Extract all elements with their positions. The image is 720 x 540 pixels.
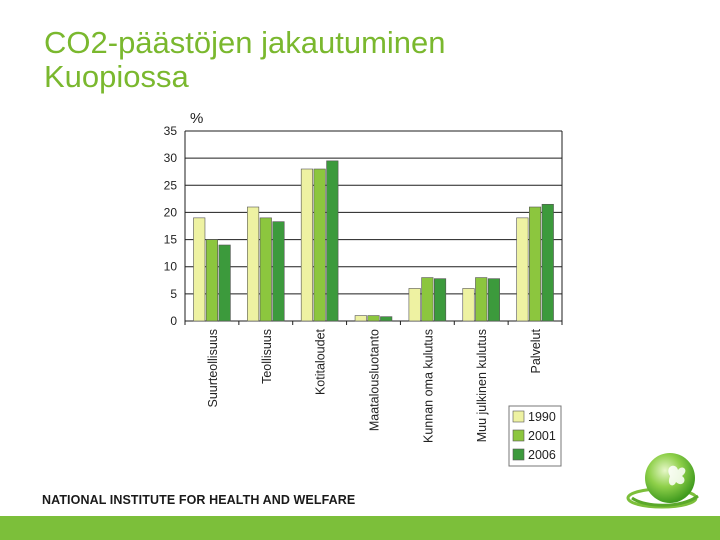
y-tick-label: 30 bbox=[164, 151, 178, 165]
x-tick-label: Palvelut bbox=[529, 328, 543, 373]
bar bbox=[367, 315, 380, 322]
bar bbox=[247, 206, 260, 322]
legend-swatch bbox=[512, 429, 525, 442]
bar bbox=[487, 278, 500, 322]
y-tick-label: 15 bbox=[164, 233, 178, 247]
y-tick-label: 20 bbox=[164, 205, 178, 219]
y-tick-label: 0 bbox=[170, 314, 177, 328]
bar bbox=[326, 160, 339, 322]
bar bbox=[516, 217, 529, 322]
bar bbox=[300, 168, 313, 322]
bar bbox=[462, 288, 475, 322]
legend-label: 2006 bbox=[528, 448, 556, 462]
slide-title-line-2: Kuopiossa bbox=[44, 59, 189, 94]
x-tick-label: Teollisuus bbox=[260, 329, 274, 384]
bar bbox=[434, 278, 447, 322]
bar bbox=[529, 206, 542, 322]
y-tick-label: 5 bbox=[170, 287, 177, 301]
bar bbox=[193, 217, 206, 322]
y-tick-label: 35 bbox=[164, 124, 178, 138]
bar bbox=[354, 315, 367, 322]
bar bbox=[475, 277, 488, 322]
slide-title-line-1: CO2-päästöjen jakautuminen bbox=[44, 25, 446, 60]
bar bbox=[272, 221, 285, 322]
bar bbox=[205, 239, 218, 322]
bar bbox=[259, 217, 272, 322]
slide-title: CO2-päästöjen jakautuminen Kuopiossa bbox=[44, 26, 604, 94]
legend-label: 1990 bbox=[528, 410, 556, 424]
x-tick-label: Maatalousluotanto bbox=[368, 329, 382, 431]
x-tick-label: Suurteollisuus bbox=[206, 329, 220, 408]
bar bbox=[313, 168, 326, 322]
x-tick-label: Muu julkinen kulutus bbox=[475, 329, 489, 442]
globe-leaf-icon bbox=[626, 453, 699, 509]
x-tick-label: Kunnan oma kulutus bbox=[421, 329, 435, 443]
bar bbox=[218, 244, 231, 322]
y-tick-label: 10 bbox=[164, 260, 178, 274]
footer-bar bbox=[0, 516, 720, 540]
institute-name: NATIONAL INSTITUTE FOR HEALTH AND WELFAR… bbox=[42, 493, 356, 507]
bar bbox=[541, 203, 554, 322]
bar bbox=[380, 316, 393, 322]
legend-swatch bbox=[512, 448, 525, 461]
x-tick-label: Kotitaloudet bbox=[314, 328, 328, 395]
y-axis-label: % bbox=[190, 110, 203, 127]
legend-label: 2001 bbox=[528, 429, 556, 443]
legend-swatch bbox=[512, 410, 525, 423]
bar bbox=[421, 277, 434, 322]
bar bbox=[408, 288, 421, 322]
y-tick-label: 25 bbox=[164, 178, 178, 192]
